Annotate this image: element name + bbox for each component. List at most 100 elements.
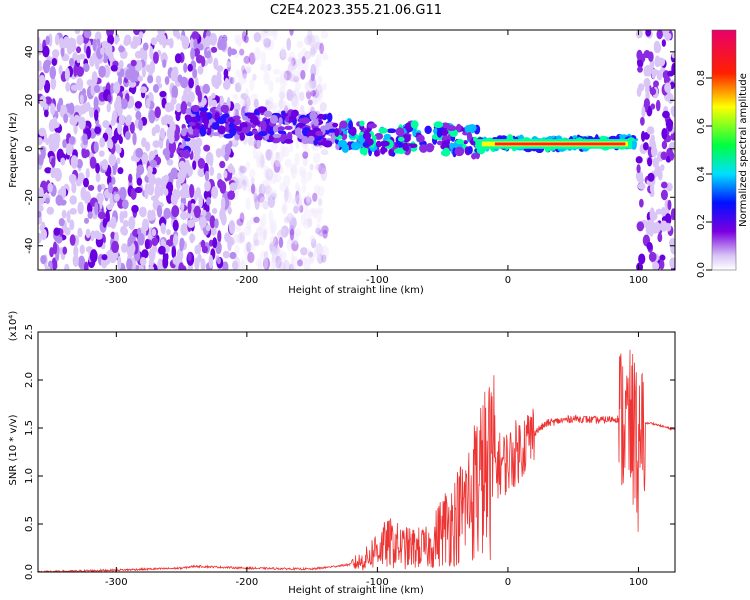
noise-blob [665,222,672,232]
noise-blob [149,159,158,168]
noise-blob [293,232,299,245]
noise-blob [297,197,302,212]
y-tick-label: 2.0 [24,372,35,388]
noise-blob [179,35,185,42]
noise-blob [263,37,272,48]
noise-blob [130,40,138,50]
noise-blob [315,84,323,95]
ridge-blob [312,120,319,125]
noise-blob [85,228,91,239]
noise-blob [657,57,666,67]
noise-blob [236,38,243,46]
ridge-blob [317,113,325,120]
noise-blob [288,215,297,228]
noise-blob [270,142,278,151]
noise-blob [73,64,78,77]
noise-blob [269,221,276,236]
ridge-blob [220,104,229,113]
noise-blob [316,254,322,264]
noise-blob [316,209,322,224]
ridge-blob [436,128,443,138]
noise-blob [240,30,248,39]
noise-blob [250,243,256,251]
noise-blob [151,237,159,247]
noise-blob [669,257,675,269]
noise-blob [298,257,304,265]
noise-blob [269,241,277,253]
noise-blob [237,73,245,87]
noise-blob [191,31,200,41]
noise-blob [94,201,99,216]
noise-blob [291,96,300,110]
noise-blob [312,96,317,106]
noise-blob [93,96,99,110]
noise-blob [249,168,256,180]
noise-blob [134,100,143,109]
noise-blob [60,252,66,260]
noise-blob [655,208,663,215]
noise-blob [50,157,56,168]
noise-blob [93,109,99,122]
noise-blob [170,167,179,180]
ridge-blob [201,115,208,124]
noise-blob [254,196,260,210]
noise-blob [211,92,216,99]
noise-blob [113,36,120,43]
noise-blob [148,265,155,270]
snr-line [38,349,675,572]
noise-blob [310,73,315,82]
noise-blob [299,204,304,213]
noise-blob [66,41,73,55]
noise-blob [97,184,102,193]
noise-blob [82,138,89,146]
noise-blob [239,212,245,223]
noise-blob [295,194,303,207]
noise-blob [637,66,643,73]
noise-blob [300,69,306,80]
noise-blob [301,184,307,194]
ridge-blob [232,115,241,121]
noise-blob [151,167,157,175]
noise-blob [298,166,307,176]
noise-blob [667,199,672,211]
noise-blob [253,32,262,43]
noise-blob [247,251,255,264]
noise-blob [64,227,71,236]
noise-blob [308,77,317,89]
noise-blob [290,93,299,108]
noise-blob [147,165,153,174]
noise-blob [299,256,308,267]
noise-blob [290,165,298,180]
noise-blob [178,262,185,270]
noise-blob [171,85,179,99]
noise-blob [288,73,296,82]
noise-blob [209,166,215,177]
noise-blob [647,157,653,167]
noise-blob [198,216,207,228]
noise-blob [315,163,322,171]
noise-blob [177,169,186,184]
noise-blob [277,253,283,260]
noise-blob [198,43,204,51]
ridge-blob [284,138,294,144]
noise-blob [233,256,241,270]
noise-blob [256,226,263,237]
noise-blob [279,49,287,61]
noise-blob [140,86,147,94]
noise-blob [649,227,654,237]
noise-blob [286,88,294,102]
noise-blob [316,253,324,264]
noise-blob [315,243,323,257]
noise-blob [321,52,329,61]
noise-blob [294,152,300,166]
noise-blob [641,53,646,63]
noise-blob [171,205,180,218]
noise-blob [197,253,202,263]
ridge-blob [269,114,279,124]
noise-blob [228,163,233,174]
noise-blob [198,194,203,209]
noise-blob [187,200,192,214]
noise-blob [168,134,175,144]
noise-blob [44,265,51,270]
noise-blob [50,103,56,116]
